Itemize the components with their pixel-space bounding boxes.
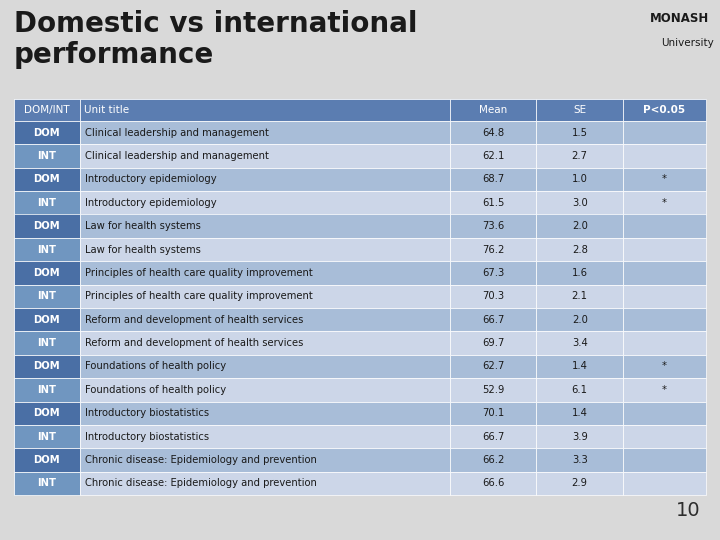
Text: Reform and development of health services: Reform and development of health service… [85, 338, 303, 348]
Text: Foundations of health policy: Foundations of health policy [85, 361, 226, 372]
Text: 2.1: 2.1 [572, 291, 588, 301]
Text: INT: INT [37, 291, 56, 301]
Text: DOM: DOM [34, 268, 60, 278]
Text: MONASH: MONASH [650, 12, 709, 25]
Text: *: * [662, 361, 667, 372]
Text: Chronic disease: Epidemiology and prevention: Chronic disease: Epidemiology and preven… [85, 478, 317, 488]
Text: Chronic disease: Epidemiology and prevention: Chronic disease: Epidemiology and preven… [85, 455, 317, 465]
Text: Introductory epidemiology: Introductory epidemiology [85, 174, 217, 185]
Text: 1.5: 1.5 [572, 127, 588, 138]
Text: 2.8: 2.8 [572, 245, 588, 254]
Text: DOM: DOM [34, 455, 60, 465]
Text: 62.1: 62.1 [482, 151, 505, 161]
Text: DOM: DOM [34, 221, 60, 231]
Text: 66.7: 66.7 [482, 315, 505, 325]
Text: 62.7: 62.7 [482, 361, 505, 372]
Text: INT: INT [37, 245, 56, 254]
Text: 64.8: 64.8 [482, 127, 504, 138]
Text: 70.3: 70.3 [482, 291, 504, 301]
Text: 69.7: 69.7 [482, 338, 505, 348]
Text: University: University [661, 38, 714, 48]
Text: 66.2: 66.2 [482, 455, 505, 465]
Text: 2.0: 2.0 [572, 221, 588, 231]
Text: Foundations of health policy: Foundations of health policy [85, 385, 226, 395]
Text: SE: SE [573, 105, 586, 115]
Text: Law for health systems: Law for health systems [85, 221, 201, 231]
Text: DOM: DOM [34, 408, 60, 418]
Text: Mean: Mean [479, 105, 508, 115]
Text: INT: INT [37, 198, 56, 208]
Text: 61.5: 61.5 [482, 198, 505, 208]
Text: DOM: DOM [34, 361, 60, 372]
Text: 66.6: 66.6 [482, 478, 505, 488]
Text: INT: INT [37, 385, 56, 395]
Text: INT: INT [37, 478, 56, 488]
Text: Clinical leadership and management: Clinical leadership and management [85, 151, 269, 161]
Text: Reform and development of health services: Reform and development of health service… [85, 315, 303, 325]
Text: Unit title: Unit title [84, 105, 129, 115]
Text: Principles of health care quality improvement: Principles of health care quality improv… [85, 291, 312, 301]
Text: 70.1: 70.1 [482, 408, 504, 418]
Text: 1.4: 1.4 [572, 361, 588, 372]
Text: 66.7: 66.7 [482, 431, 505, 442]
Text: P<0.05: P<0.05 [644, 105, 685, 115]
Text: 73.6: 73.6 [482, 221, 504, 231]
Text: DOM: DOM [34, 127, 60, 138]
Text: *: * [662, 385, 667, 395]
Text: *: * [662, 198, 667, 208]
Text: Domestic vs international
performance: Domestic vs international performance [14, 10, 418, 69]
Text: 3.4: 3.4 [572, 338, 588, 348]
Text: 3.3: 3.3 [572, 455, 588, 465]
Text: 2.9: 2.9 [572, 478, 588, 488]
Text: Law for health systems: Law for health systems [85, 245, 201, 254]
Text: 1.6: 1.6 [572, 268, 588, 278]
Text: Introductory biostatistics: Introductory biostatistics [85, 408, 209, 418]
Text: 52.9: 52.9 [482, 385, 505, 395]
Text: 3.0: 3.0 [572, 198, 588, 208]
Text: INT: INT [37, 338, 56, 348]
Text: Introductory biostatistics: Introductory biostatistics [85, 431, 209, 442]
Text: 68.7: 68.7 [482, 174, 504, 185]
Text: INT: INT [37, 431, 56, 442]
Text: 6.1: 6.1 [572, 385, 588, 395]
Text: Clinical leadership and management: Clinical leadership and management [85, 127, 269, 138]
Text: 1.4: 1.4 [572, 408, 588, 418]
Text: DOM/INT: DOM/INT [24, 105, 70, 115]
Text: 10: 10 [675, 501, 700, 520]
Text: DOM: DOM [34, 174, 60, 185]
Text: 76.2: 76.2 [482, 245, 505, 254]
Text: *: * [662, 174, 667, 185]
Text: 2.7: 2.7 [572, 151, 588, 161]
Text: INT: INT [37, 151, 56, 161]
Text: 1.0: 1.0 [572, 174, 588, 185]
Text: 2.0: 2.0 [572, 315, 588, 325]
Text: DOM: DOM [34, 315, 60, 325]
Text: 67.3: 67.3 [482, 268, 504, 278]
Text: Principles of health care quality improvement: Principles of health care quality improv… [85, 268, 312, 278]
Text: Introductory epidemiology: Introductory epidemiology [85, 198, 217, 208]
Text: 3.9: 3.9 [572, 431, 588, 442]
